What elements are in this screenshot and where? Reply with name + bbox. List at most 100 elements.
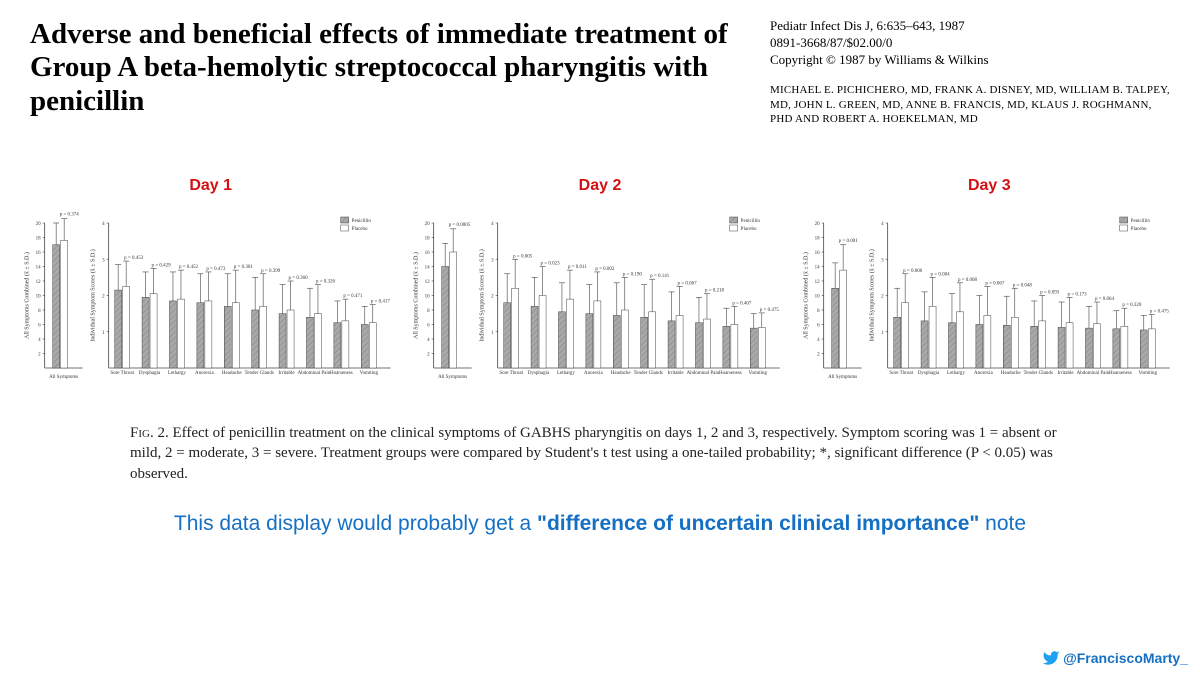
svg-text:Tender Glands: Tender Glands bbox=[245, 371, 274, 376]
svg-text:p = 0.005: p = 0.005 bbox=[513, 254, 533, 259]
svg-text:All Symptoms Combined (x̄ ± S.: All Symptoms Combined (x̄ ± S.D.) bbox=[24, 252, 31, 339]
bar-chart-day3: 2468101214161820All Symptoms Combined (x… bbox=[799, 203, 1180, 398]
svg-text:18: 18 bbox=[425, 237, 431, 242]
svg-text:Sore Throat: Sore Throat bbox=[110, 371, 134, 376]
svg-text:Hoarseness: Hoarseness bbox=[719, 371, 742, 376]
svg-text:Headache: Headache bbox=[222, 371, 242, 376]
svg-text:p = 0.093: p = 0.093 bbox=[1040, 291, 1060, 296]
svg-text:Vomiting: Vomiting bbox=[359, 371, 378, 376]
svg-text:p = 0.141: p = 0.141 bbox=[650, 274, 670, 279]
svg-text:All Symptoms Combined (x̄ ± S.: All Symptoms Combined (x̄ ± S.D.) bbox=[802, 252, 809, 339]
svg-text:12: 12 bbox=[425, 280, 431, 285]
svg-text:2: 2 bbox=[491, 295, 494, 300]
svg-text:p = 0.360: p = 0.360 bbox=[289, 276, 309, 281]
svg-text:Lethargy: Lethargy bbox=[168, 371, 186, 376]
figure-caption: Fig. 2. Effect of penicillin treatment o… bbox=[0, 409, 1200, 492]
svg-text:8: 8 bbox=[427, 309, 430, 314]
chart-panel-day1: Day 1 2468101214161820All Symptoms Combi… bbox=[20, 177, 401, 403]
svg-text:p = 0.048: p = 0.048 bbox=[1012, 283, 1032, 288]
svg-text:All Symptoms: All Symptoms bbox=[49, 375, 78, 380]
day-label: Day 1 bbox=[20, 177, 401, 195]
svg-text:Abdominal Pain: Abdominal Pain bbox=[298, 371, 331, 376]
svg-text:p = 0.064: p = 0.064 bbox=[1095, 297, 1115, 302]
svg-text:Irritable: Irritable bbox=[1057, 371, 1074, 376]
svg-text:p = 0.320: p = 0.320 bbox=[1122, 303, 1142, 308]
citation-line: 0891-3668/87/$02.00/0 bbox=[770, 35, 1170, 52]
handle-text: @FranciscoMarty_ bbox=[1063, 650, 1188, 666]
commentary-pre: This data display would probably get a bbox=[174, 512, 537, 535]
svg-text:Vomiting: Vomiting bbox=[749, 371, 768, 376]
svg-text:All Symptoms: All Symptoms bbox=[438, 375, 467, 380]
svg-text:Vomiting: Vomiting bbox=[1138, 371, 1157, 376]
svg-text:p = 0.429: p = 0.429 bbox=[152, 264, 172, 269]
svg-text:p = 0.452: p = 0.452 bbox=[179, 265, 199, 270]
svg-text:p = 0.453: p = 0.453 bbox=[124, 256, 144, 261]
svg-text:4: 4 bbox=[427, 338, 430, 343]
svg-text:Individual Symptom Scores (x̄: Individual Symptom Scores (x̄ ± S.D.) bbox=[90, 249, 97, 341]
commentary-bold: "difference of uncertain clinical import… bbox=[537, 512, 979, 535]
svg-text:All Symptoms Combined (x̄ ± S.: All Symptoms Combined (x̄ ± S.D.) bbox=[413, 252, 420, 339]
svg-text:4: 4 bbox=[491, 222, 494, 227]
svg-text:p = 0.218: p = 0.218 bbox=[705, 289, 725, 294]
twitter-handle: @FranciscoMarty_ bbox=[1042, 649, 1188, 667]
svg-text:Tender Glands: Tender Glands bbox=[634, 371, 663, 376]
citation-line: Copyright © 1987 by Williams & Wilkins bbox=[770, 52, 1170, 69]
bar-chart-day2: 2468101214161820All Symptoms Combined (x… bbox=[409, 203, 790, 398]
svg-text:Penicillin: Penicillin bbox=[352, 219, 372, 224]
day-label: Day 2 bbox=[409, 177, 790, 195]
svg-text:Sore Throat: Sore Throat bbox=[500, 371, 524, 376]
svg-text:4: 4 bbox=[817, 338, 820, 343]
svg-text:Hoarseness: Hoarseness bbox=[330, 371, 353, 376]
svg-text:p = 0.002: p = 0.002 bbox=[596, 267, 616, 272]
day-label: Day 3 bbox=[799, 177, 1180, 195]
svg-text:Individual Symptom Scores (x̄: Individual Symptom Scores (x̄ ± S.D.) bbox=[479, 249, 486, 341]
svg-text:18: 18 bbox=[814, 237, 820, 242]
svg-text:2: 2 bbox=[881, 295, 884, 300]
svg-text:p = 0.301: p = 0.301 bbox=[234, 265, 254, 270]
svg-text:Headache: Headache bbox=[1001, 371, 1021, 376]
svg-text:p = 0.173: p = 0.173 bbox=[1067, 293, 1087, 298]
chart-panel-day2: Day 2 2468101214161820All Symptoms Combi… bbox=[409, 177, 790, 403]
svg-text:10: 10 bbox=[425, 295, 431, 300]
svg-text:10: 10 bbox=[814, 295, 820, 300]
citation-block: Pediatr Infect Dis J, 6:635–643, 1987 08… bbox=[730, 18, 1170, 127]
svg-text:p = 0.475: p = 0.475 bbox=[1149, 310, 1169, 315]
svg-text:20: 20 bbox=[425, 222, 431, 227]
svg-text:p = 0.0005: p = 0.0005 bbox=[449, 223, 471, 228]
svg-text:18: 18 bbox=[36, 237, 42, 242]
svg-text:Sore Throat: Sore Throat bbox=[889, 371, 913, 376]
svg-text:Lethargy: Lethargy bbox=[557, 371, 575, 376]
bar-chart-day1: 2468101214161820All Symptoms Combined (x… bbox=[20, 203, 401, 398]
title-block: Adverse and beneficial effects of immedi… bbox=[30, 18, 730, 127]
svg-text:4: 4 bbox=[881, 222, 884, 227]
svg-text:p = 0.011: p = 0.011 bbox=[568, 265, 587, 270]
svg-text:p = 0.067: p = 0.067 bbox=[985, 282, 1005, 287]
svg-text:p = 0.067: p = 0.067 bbox=[678, 282, 698, 287]
svg-text:16: 16 bbox=[814, 251, 820, 256]
svg-text:Abdominal Pain: Abdominal Pain bbox=[687, 371, 720, 376]
svg-text:Anorexia: Anorexia bbox=[584, 371, 603, 376]
svg-text:Individual Symptom Scores (x̄: Individual Symptom Scores (x̄ ± S.D.) bbox=[868, 249, 875, 341]
svg-text:p = 0.190: p = 0.190 bbox=[623, 273, 643, 278]
svg-text:14: 14 bbox=[425, 266, 431, 271]
svg-text:p = 0.399: p = 0.399 bbox=[261, 269, 281, 274]
svg-text:10: 10 bbox=[36, 295, 42, 300]
paper-header: Adverse and beneficial effects of immedi… bbox=[0, 0, 1200, 137]
svg-text:p = 0.473: p = 0.473 bbox=[206, 267, 226, 272]
svg-text:6: 6 bbox=[427, 324, 430, 329]
svg-text:2: 2 bbox=[427, 353, 430, 358]
svg-text:1: 1 bbox=[881, 331, 884, 336]
svg-text:8: 8 bbox=[817, 309, 820, 314]
svg-text:12: 12 bbox=[36, 280, 42, 285]
svg-text:All Symptoms: All Symptoms bbox=[828, 375, 857, 380]
svg-text:p = 0.023: p = 0.023 bbox=[541, 262, 561, 267]
svg-text:Irritable: Irritable bbox=[279, 371, 296, 376]
svg-text:Placebo: Placebo bbox=[741, 227, 757, 232]
svg-text:8: 8 bbox=[38, 309, 41, 314]
svg-text:6: 6 bbox=[817, 324, 820, 329]
svg-text:Penicillin: Penicillin bbox=[741, 219, 761, 224]
svg-text:p = 0.374: p = 0.374 bbox=[60, 213, 80, 218]
citation-line: Pediatr Infect Dis J, 6:635–643, 1987 bbox=[770, 18, 1170, 35]
svg-text:2: 2 bbox=[817, 353, 820, 358]
svg-text:3: 3 bbox=[491, 258, 494, 263]
